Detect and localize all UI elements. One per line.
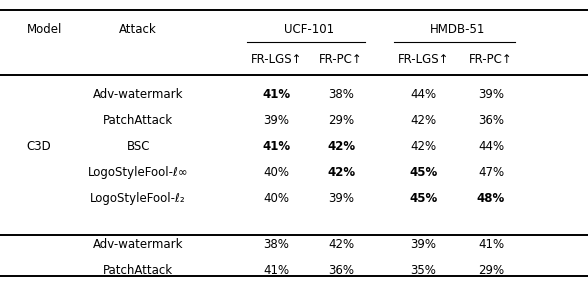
Text: C3D: C3D — [26, 140, 51, 153]
Text: 40%: 40% — [263, 192, 289, 205]
Text: 39%: 39% — [328, 192, 354, 205]
Text: 41%: 41% — [262, 140, 290, 153]
Text: Adv-watermark: Adv-watermark — [93, 238, 183, 251]
Text: FR-LGS↑: FR-LGS↑ — [397, 53, 449, 66]
Text: LogoStyleFool-ℓ₂: LogoStyleFool-ℓ₂ — [91, 192, 186, 205]
Text: Adv-watermark: Adv-watermark — [93, 88, 183, 101]
Text: UCF-101: UCF-101 — [283, 23, 334, 36]
Text: 45%: 45% — [409, 166, 437, 179]
Text: Attack: Attack — [119, 23, 157, 36]
Text: FR-PC↑: FR-PC↑ — [319, 53, 363, 66]
Text: LogoStyleFool-ℓ∞: LogoStyleFool-ℓ∞ — [88, 166, 189, 179]
Text: 42%: 42% — [410, 140, 436, 153]
Text: 42%: 42% — [327, 140, 355, 153]
Text: PatchAttack: PatchAttack — [103, 114, 173, 127]
Text: 36%: 36% — [328, 264, 354, 277]
Text: 40%: 40% — [263, 166, 289, 179]
Text: FR-PC↑: FR-PC↑ — [469, 53, 513, 66]
Text: 38%: 38% — [328, 88, 354, 101]
Text: Model: Model — [26, 23, 62, 36]
Text: HMDB-51: HMDB-51 — [429, 23, 485, 36]
Text: 29%: 29% — [478, 264, 504, 277]
Text: BSC: BSC — [126, 140, 150, 153]
Text: 39%: 39% — [263, 114, 289, 127]
Text: 45%: 45% — [409, 192, 437, 205]
Text: 48%: 48% — [477, 192, 505, 205]
Text: 39%: 39% — [478, 88, 504, 101]
Text: 38%: 38% — [263, 238, 289, 251]
Text: 35%: 35% — [410, 264, 436, 277]
Text: 41%: 41% — [263, 264, 289, 277]
Text: 36%: 36% — [478, 114, 504, 127]
Text: 41%: 41% — [262, 88, 290, 101]
Text: FR-LGS↑: FR-LGS↑ — [250, 53, 302, 66]
Text: PatchAttack: PatchAttack — [103, 264, 173, 277]
Text: 39%: 39% — [410, 238, 436, 251]
Text: 42%: 42% — [327, 166, 355, 179]
Text: 42%: 42% — [328, 238, 354, 251]
Text: 42%: 42% — [410, 114, 436, 127]
Text: 44%: 44% — [410, 88, 436, 101]
Text: 44%: 44% — [478, 140, 504, 153]
Text: 41%: 41% — [478, 238, 504, 251]
Text: 29%: 29% — [328, 114, 354, 127]
Text: 47%: 47% — [478, 166, 504, 179]
